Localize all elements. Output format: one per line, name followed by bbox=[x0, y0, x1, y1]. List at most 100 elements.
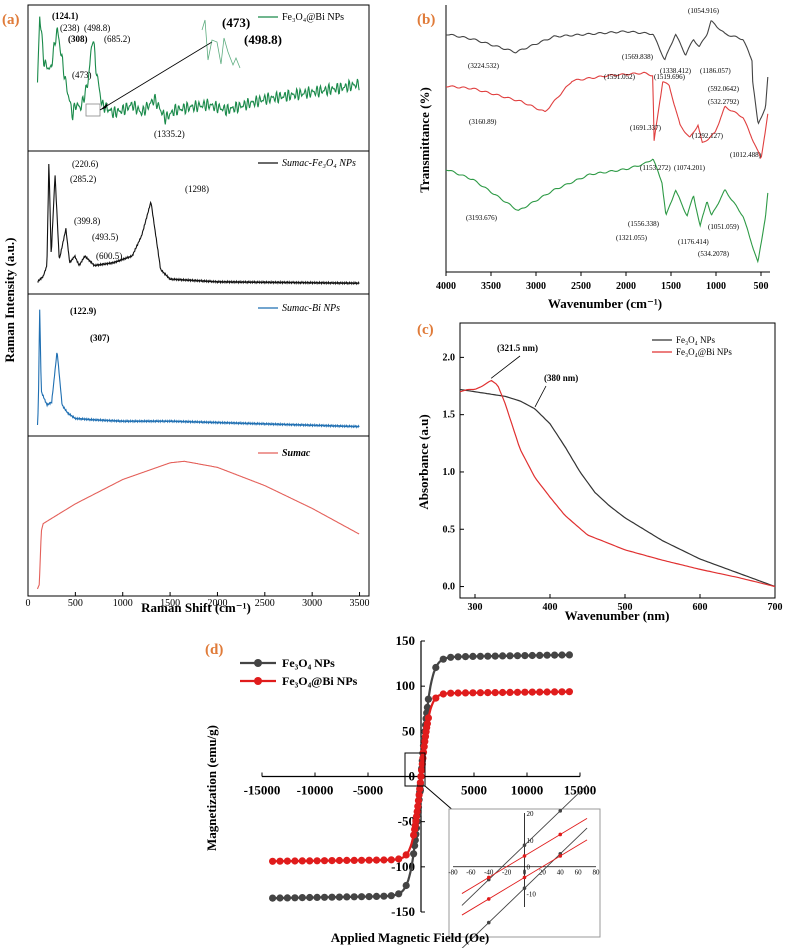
vsm-zoom-arrow bbox=[424, 785, 456, 813]
vsm-point-0-3 bbox=[291, 894, 299, 902]
uv-vis-x-tick-label-1: 400 bbox=[543, 602, 558, 613]
vsm-inset-x-tick-5: 20 bbox=[539, 869, 547, 877]
raman-inset-label-498: (498.8) bbox=[244, 32, 282, 47]
ftir-chart: 4000 3500 3000 2500 2000 1500 1000 500 (3224.53… bbox=[417, 5, 770, 311]
raman-x-tick-label-0: 0 bbox=[26, 598, 31, 609]
vsm-point-1-31 bbox=[499, 688, 507, 697]
vsm-point-0-32 bbox=[506, 652, 514, 660]
vsm-series bbox=[269, 651, 574, 902]
raman-x-tick-label-2: 1000 bbox=[113, 598, 133, 609]
vsm-point-1-11 bbox=[350, 856, 358, 865]
uv-vis-y-tick-label-2: 1.0 bbox=[443, 467, 456, 478]
raman-line-0 bbox=[36, 16, 360, 125]
vsm-point-1-26 bbox=[461, 689, 470, 697]
uv-vis-x-tick-label-2: 500 bbox=[618, 602, 633, 613]
uv-vis-leader-1 bbox=[534, 385, 547, 408]
vsm-x-tick-label-0: -15000 bbox=[244, 783, 281, 798]
vsm-point-1-22 bbox=[432, 694, 440, 702]
uv-vis-legend-label-0: Fe₃O₄ NPs bbox=[676, 335, 716, 345]
vsm-inset-x-tick-7: 60 bbox=[575, 869, 583, 877]
uv-vis-y-tick-label-3: 1.5 bbox=[443, 410, 456, 421]
vsm-y-tick-label-0: -150 bbox=[391, 904, 415, 919]
ftir-annotation-1-4: (1292.127) bbox=[692, 132, 724, 140]
ftir-annotation-1-1: (1591.052) bbox=[604, 73, 636, 81]
vsm-x-tick-label-5: 10000 bbox=[511, 783, 544, 798]
raman-annotation-2-0: (122.9) bbox=[70, 306, 96, 316]
vsm-point-0-11 bbox=[350, 893, 358, 901]
raman-annotation-0-0: (124.1) bbox=[52, 11, 78, 21]
raman-legend-label-1: Sumac-Fe₃O₄ NPs bbox=[282, 158, 356, 169]
ftir-annotation-2-2: (1321.055) bbox=[616, 234, 648, 242]
vsm-point-1-52 bbox=[418, 766, 426, 774]
raman-y-axis-title: Raman Intensity (a.u.) bbox=[2, 238, 17, 363]
vsm-point-0-61 bbox=[423, 703, 431, 712]
vsm-point-1-30 bbox=[491, 689, 499, 697]
raman-annotation-0-5: (473) bbox=[72, 70, 92, 80]
vsm-point-1-10 bbox=[343, 856, 351, 865]
vsm-x-tick-label-6: 15000 bbox=[564, 783, 597, 798]
vsm-point-0-0 bbox=[269, 894, 277, 902]
ftir-y-axis-title: Transmittance (%) bbox=[417, 87, 432, 193]
vsm-point-0-35 bbox=[528, 651, 536, 660]
ftir-annotation-2-0: (3193.676) bbox=[466, 214, 498, 222]
vsm-point-1-46 bbox=[414, 802, 422, 810]
vsm-point-0-18 bbox=[402, 881, 410, 890]
vsm-point-0-29 bbox=[484, 652, 492, 660]
vsm-legend-marker-1 bbox=[254, 677, 262, 685]
raman-annotation-1-4: (600.5) bbox=[96, 251, 122, 261]
ftir-x-tick-label-4: 2000 bbox=[616, 281, 636, 292]
raman-legend-label-2: Sumac-Bi NPs bbox=[282, 303, 340, 314]
panel-letter-c: (c) bbox=[417, 322, 434, 338]
vsm-inset-point-3-0 bbox=[486, 897, 491, 901]
ftir-annotation-1-7: (1012.488) bbox=[730, 151, 762, 159]
vsm-legend-marker-0 bbox=[254, 659, 262, 667]
uv-vis-annotation-1: (380 nm) bbox=[544, 373, 578, 383]
raman-chart: 0 500 1000 1500 2000 2500 3000 3500 (124.1) (308… bbox=[2, 4, 370, 615]
vsm-inset-y-tick-1: 0 bbox=[527, 864, 531, 872]
uv-vis-line-0 bbox=[459, 388, 776, 588]
ftir-line-0 bbox=[445, 20, 769, 125]
uv-vis-y-tick-label-1: 0.5 bbox=[443, 524, 456, 535]
vsm-y-tick-label-6: 150 bbox=[396, 633, 416, 648]
raman-legend-label-3: Sumac bbox=[282, 448, 311, 459]
vsm-point-1-34 bbox=[521, 688, 529, 696]
raman-series bbox=[36, 16, 360, 590]
vsm-point-0-25 bbox=[454, 653, 462, 661]
raman-x-tick-label-7: 3500 bbox=[350, 598, 370, 609]
vsm-point-1-49 bbox=[416, 785, 424, 793]
raman-annotation-0-3: (498.8) bbox=[84, 23, 110, 33]
uv-vis-x-tick-label-0: 300 bbox=[468, 602, 483, 613]
vsm-point-1-6 bbox=[313, 857, 321, 865]
vsm-point-0-34 bbox=[521, 652, 529, 660]
raman-x-tick-label-3: 1500 bbox=[160, 598, 180, 609]
vsm-point-1-29 bbox=[484, 689, 492, 697]
vsm-point-1-1 bbox=[276, 857, 284, 865]
vsm-point-0-31 bbox=[499, 652, 507, 660]
uv-vis-line-1 bbox=[459, 379, 776, 588]
vsm-point-0-21 bbox=[424, 695, 432, 703]
raman-annotation-1-3: (493.5) bbox=[92, 232, 118, 242]
uv-vis-leader-0 bbox=[490, 355, 521, 379]
vsm-point-1-0 bbox=[269, 857, 277, 865]
vsm-point-0-38 bbox=[551, 651, 559, 659]
raman-line-1 bbox=[37, 163, 360, 286]
uv-vis-ticks: 300 400 500 600 700 0.0 0.5 1.0 1.5 2.0 bbox=[443, 352, 783, 613]
raman-line-3 bbox=[36, 460, 360, 590]
ftir-annotation-0-4: (1338.412) bbox=[660, 67, 692, 75]
vsm-point-0-9 bbox=[335, 893, 343, 901]
vsm-inset-y-tick-0: -10 bbox=[527, 891, 537, 899]
vsm-point-0-27 bbox=[469, 652, 477, 661]
vsm-point-0-30 bbox=[491, 652, 499, 660]
ftir-x-axis-title: Wavenumber (cm⁻¹) bbox=[548, 296, 662, 311]
vsm-point-0-2 bbox=[283, 894, 291, 902]
raman-annotation-2-1: (307) bbox=[90, 333, 110, 343]
raman-zoom-box bbox=[85, 103, 101, 117]
vsm-point-0-23 bbox=[439, 655, 447, 663]
raman-legend-label-0: Fe₃O₄@Bi NPs bbox=[282, 12, 344, 23]
vsm-inset-x-tick-8: 80 bbox=[593, 869, 601, 877]
vsm-y-axis-title: Magnetization (emu/g) bbox=[204, 725, 219, 851]
vsm-inset-x-tick-3: -20 bbox=[502, 869, 512, 877]
raman-inset-label-473: (473) bbox=[222, 15, 250, 30]
vsm-inset-y-tick-2: 10 bbox=[527, 837, 535, 845]
